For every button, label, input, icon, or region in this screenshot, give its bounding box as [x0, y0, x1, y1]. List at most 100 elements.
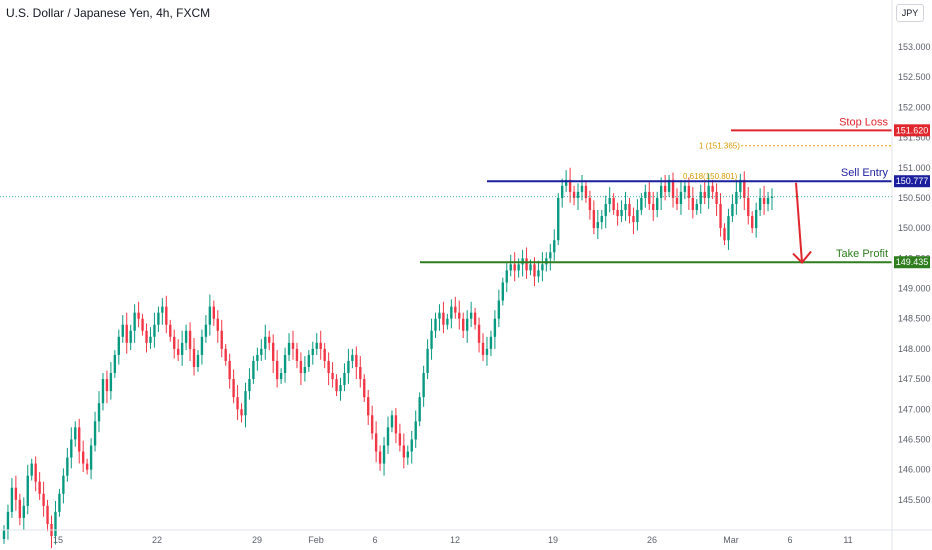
price-axis[interactable]: 145.500 146.000 146.500 147.000 147.500 148.0… — [891, 0, 932, 550]
candle-body — [600, 216, 603, 223]
time-tick-label: 29 — [252, 535, 262, 545]
candle-body — [382, 445, 386, 464]
price-tick-label: 149.000 — [898, 284, 931, 294]
price-tick-label: 148.000 — [898, 344, 931, 354]
candle-body — [580, 185, 584, 192]
currency-button[interactable]: JPY — [896, 4, 924, 22]
candle-body — [402, 445, 406, 458]
price-tick-label: 146.500 — [898, 434, 931, 444]
candle-body — [481, 342, 485, 355]
candle-body — [493, 318, 497, 337]
candle-body — [446, 318, 449, 325]
candle-body — [46, 505, 49, 524]
candle-body — [390, 415, 394, 428]
candle-body — [327, 360, 330, 374]
candle-body — [497, 300, 501, 319]
candle-body — [188, 330, 192, 349]
candle-body — [537, 270, 540, 277]
candle-body — [2, 530, 6, 540]
candle-body — [89, 445, 93, 470]
candle-body — [576, 191, 580, 198]
candle-body — [240, 409, 243, 416]
candle-body — [157, 312, 160, 325]
candle-body — [743, 179, 746, 198]
price-tick-label: 148.500 — [898, 314, 931, 324]
candle-body — [291, 342, 295, 349]
candle-body — [675, 197, 679, 204]
candle-body — [256, 354, 259, 361]
candle-body — [169, 324, 172, 337]
candle-body — [549, 252, 552, 259]
candle-body — [628, 203, 631, 217]
candle-body — [287, 342, 291, 355]
price-marker — [894, 175, 930, 188]
candle-body — [359, 366, 362, 380]
candle-body — [564, 179, 568, 186]
candle-body — [691, 197, 695, 211]
chart-title: U.S. Dollar / Japanese Yen, 4h, FXCM — [6, 6, 211, 20]
candles-layer — [2, 167, 774, 549]
candle-body — [513, 264, 516, 271]
candle-body — [695, 203, 698, 211]
time-tick-label: 22 — [152, 535, 162, 545]
candle-body — [529, 264, 532, 271]
candle-body — [465, 318, 469, 331]
candle-body — [30, 463, 33, 476]
candle-body — [18, 499, 22, 518]
candle-body — [180, 342, 184, 355]
candle-body — [133, 312, 136, 331]
candle-body — [620, 210, 623, 217]
candle-body — [224, 348, 227, 361]
candle-body — [667, 179, 671, 192]
price-marker — [894, 256, 930, 269]
candle-body — [236, 397, 239, 410]
candle-body — [711, 185, 714, 192]
candle-body — [604, 203, 607, 217]
candle-body — [117, 336, 120, 355]
candle-body — [315, 342, 318, 349]
price-marker — [894, 124, 930, 137]
time-tick-label: 11 — [843, 535, 852, 545]
level-name-label: Stop Loss — [839, 116, 888, 128]
candle-body — [54, 511, 57, 537]
candle-body — [770, 196, 774, 198]
price-tick-label: 151.000 — [898, 163, 931, 173]
candle-body — [762, 197, 766, 204]
fib-label: 1 (151.365) — [699, 142, 740, 151]
candle-body — [78, 427, 81, 452]
candle-body — [311, 348, 314, 355]
candle-body — [458, 312, 461, 319]
candle-body — [509, 264, 512, 271]
candle-body — [731, 203, 734, 217]
annotations-layer: Stop Loss Sell Entry Take Profit 1 (151.365… — [0, 116, 892, 265]
candle-body — [608, 197, 611, 204]
candle-body — [636, 210, 639, 223]
candle-body — [335, 379, 338, 392]
candle-body — [687, 185, 691, 198]
candle-body — [533, 264, 536, 277]
price-tick-label: 147.000 — [898, 404, 931, 414]
candle-body — [426, 348, 429, 374]
candle-body — [121, 324, 124, 337]
candle-body — [161, 306, 164, 313]
candle-body — [612, 197, 615, 211]
candle-body — [723, 228, 726, 241]
candle-body — [216, 318, 219, 331]
candle-body — [264, 336, 267, 349]
candle-body — [323, 348, 326, 361]
candle-body — [34, 463, 37, 482]
candle-body — [319, 342, 322, 349]
candle-body — [489, 336, 493, 349]
candle-body — [505, 270, 508, 283]
candle-body — [165, 306, 168, 325]
price-tick-label: 145.500 — [898, 495, 931, 505]
candle-body — [525, 258, 528, 271]
candle-body — [38, 481, 41, 494]
arrow-head — [792, 250, 812, 265]
candle-body — [93, 421, 97, 446]
time-axis[interactable]: 15 22 29 Feb 6 12 19 26 Mar 6 11 — [0, 529, 932, 545]
time-tick-label: 6 — [372, 535, 377, 545]
candle-body — [462, 318, 465, 331]
candle-body — [173, 336, 176, 349]
